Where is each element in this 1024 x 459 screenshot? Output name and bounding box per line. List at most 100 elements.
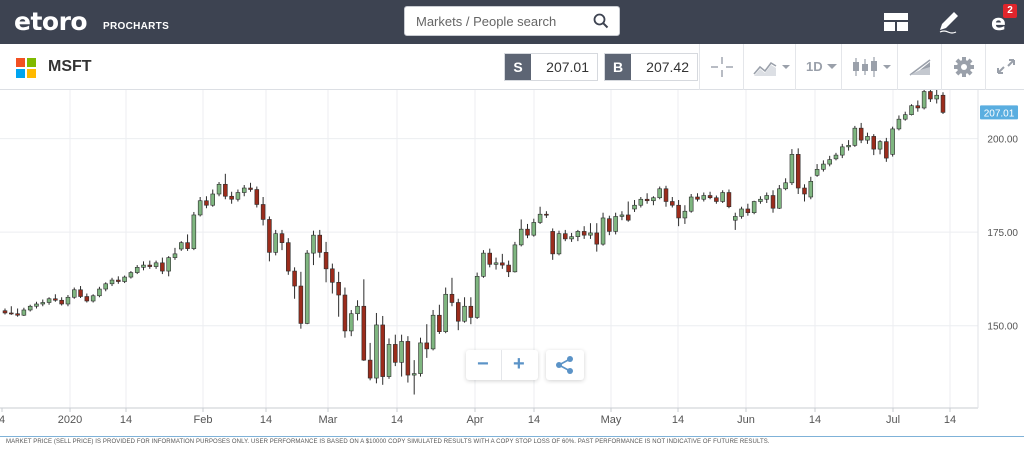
etoro-logo[interactable]: etoro [14,7,88,36]
candle-body [764,195,769,200]
candle-body [424,342,430,350]
crosshair-icon [711,57,733,77]
candle-body [758,198,763,202]
x-tick-label: 14 [120,414,132,426]
candle-body [292,270,297,287]
candle-body [852,127,858,146]
candle-body [720,192,725,202]
search-icon[interactable] [593,13,609,29]
candle-body [179,242,184,250]
candle-body [531,222,537,236]
x-tick-label: May [601,414,622,426]
drawing-tool-button[interactable] [897,44,941,90]
candle-body [34,303,39,307]
candle-body [625,214,631,221]
candle-body [770,195,776,209]
candle-body [802,187,807,195]
candle-body [437,314,442,332]
candle-body [430,314,436,350]
candle-body [367,359,373,379]
candle-body [858,127,864,141]
candle-body [512,244,518,273]
candle-body [827,159,832,165]
candle-body [273,233,278,253]
candle-body [134,267,140,273]
candle-style-button[interactable] [841,44,897,90]
zoom-in-button[interactable]: + [502,350,538,380]
notification-badge[interactable]: 2 [1003,4,1017,18]
candle-body [619,214,625,217]
buy-price: 207.42 [646,59,689,75]
chevron-down-icon [827,64,837,69]
sell-button[interactable]: S 207.01 [504,53,598,81]
candle-body [393,344,398,363]
share-button[interactable] [546,350,584,380]
x-tick-label: 4 [0,414,5,426]
candle-body [682,210,688,219]
candle-body [588,232,593,236]
etoro-user-icon[interactable]: e [986,8,1014,36]
price-chart[interactable]: 4 2020 14 Feb 14 Mar 14 Apr 14 May 14 Jun 14 Jul 14 150… [0,90,1024,435]
candle-body [411,373,417,376]
plus-icon: + [513,353,525,375]
candle-body [651,197,656,202]
candle-body [147,264,153,267]
candle-body [695,196,700,200]
fullscreen-button[interactable] [985,44,1024,90]
sell-tag: S [505,54,531,80]
candle-body [594,232,600,245]
candle-body [890,128,895,155]
candle-body [613,216,618,232]
search-input[interactable] [405,7,585,35]
buy-button[interactable]: B 207.42 [604,53,698,81]
candle-body [833,154,839,160]
candle-body [638,198,644,206]
buy-tag: B [605,54,631,80]
candle-body [518,228,524,246]
candle-body [97,288,102,297]
candle-body [644,198,650,202]
microsoft-logo [16,58,36,78]
candle-body [166,257,171,272]
candle-body [229,195,234,200]
candle-body [550,231,555,255]
candle-body [279,233,285,243]
candle-body [443,293,448,332]
candle-body [204,200,209,206]
search-box[interactable] [404,6,620,36]
candle-body [78,289,83,297]
candle-body [103,283,108,290]
candle-body [777,188,782,209]
candle-body [304,252,310,324]
candle-body [260,204,266,220]
candle-body [286,242,291,272]
candle-body [197,200,203,216]
settings-button[interactable] [941,44,985,90]
candle-body [336,281,341,296]
gear-icon [954,57,974,77]
top-bar: etoro PROCHARTS e 2 [0,0,1024,44]
x-tick-label: 2020 [58,414,82,426]
timeframe-button[interactable]: 1D [795,44,841,90]
candle-body [902,114,908,120]
candle-body [53,298,58,301]
chart-type-icon [753,61,790,76]
candle-body [267,219,272,253]
candle-body [670,201,675,206]
share-icon [556,356,573,374]
crosshair-button[interactable] [699,44,743,90]
candle-body [714,197,719,202]
candle-body [600,217,606,245]
chart-type-button[interactable] [743,44,795,90]
pencil-icon[interactable] [934,8,962,36]
candle-body [821,163,826,170]
candle-body [556,233,562,255]
candle-body [216,183,222,195]
layout-icon[interactable] [882,8,910,36]
candle-body [871,136,877,150]
candle-body [500,262,505,266]
candle-body [374,324,379,379]
candle-body [456,302,461,322]
candle-body [865,136,870,141]
zoom-out-button[interactable]: − [466,350,502,380]
